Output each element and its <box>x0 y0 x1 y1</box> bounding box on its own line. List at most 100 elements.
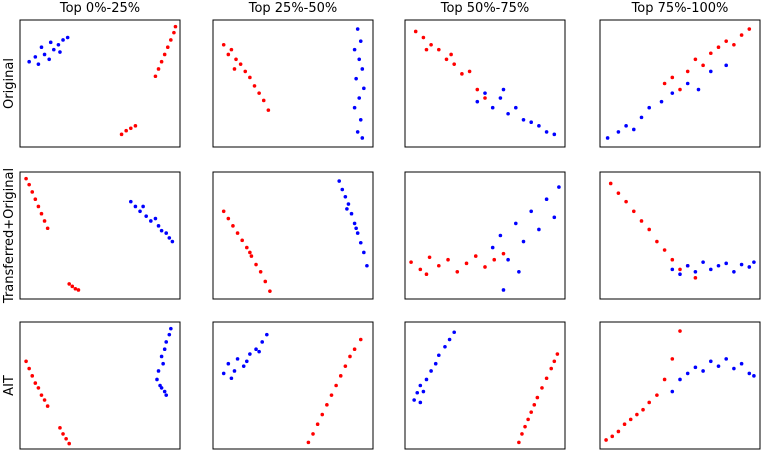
point <box>36 62 41 66</box>
point <box>164 231 169 235</box>
point <box>355 130 360 134</box>
point <box>226 216 231 221</box>
point <box>129 126 133 131</box>
panel-frame <box>599 321 761 450</box>
point <box>260 340 265 344</box>
point <box>552 132 557 137</box>
point <box>549 366 554 371</box>
panel-title: Top 50%-75% <box>440 1 530 16</box>
point <box>334 383 338 388</box>
point <box>315 422 320 427</box>
point <box>685 81 690 86</box>
point <box>245 359 249 364</box>
point <box>337 179 342 183</box>
point <box>258 270 263 274</box>
point <box>639 115 644 120</box>
point <box>678 377 682 382</box>
point <box>514 105 518 110</box>
point <box>161 361 165 366</box>
point <box>429 42 433 47</box>
point <box>365 263 369 268</box>
point <box>747 371 752 376</box>
point <box>33 381 38 385</box>
point <box>266 108 271 112</box>
point <box>153 216 158 221</box>
panel-title: Top 25%-50% <box>248 1 338 16</box>
point <box>164 340 169 344</box>
point <box>535 395 540 400</box>
point <box>447 337 452 342</box>
point <box>605 136 610 140</box>
point <box>641 407 645 412</box>
point <box>167 236 172 240</box>
point <box>33 197 38 201</box>
point <box>552 215 557 220</box>
panel-title: Top 75%-100% <box>631 1 729 16</box>
point <box>252 84 257 88</box>
point <box>360 67 365 71</box>
point <box>724 357 728 361</box>
point <box>514 221 518 226</box>
point <box>537 227 541 232</box>
point <box>362 86 366 91</box>
point <box>490 105 495 110</box>
point <box>170 239 175 244</box>
point <box>616 191 621 195</box>
point <box>249 254 254 258</box>
point <box>418 400 423 405</box>
panel-frame <box>404 321 566 450</box>
point <box>159 354 164 359</box>
point <box>358 39 363 43</box>
point <box>455 270 460 274</box>
point <box>460 72 464 76</box>
point <box>243 69 248 74</box>
point <box>254 262 258 267</box>
point <box>437 263 441 268</box>
point <box>437 353 441 358</box>
point <box>685 263 690 268</box>
point <box>517 270 521 274</box>
point <box>521 118 526 122</box>
point <box>235 357 240 361</box>
point <box>529 410 533 414</box>
point <box>421 389 426 394</box>
point <box>452 62 457 66</box>
point <box>452 330 457 335</box>
point <box>709 359 713 364</box>
point <box>639 219 644 223</box>
point <box>517 440 521 445</box>
point <box>358 240 363 245</box>
point <box>678 272 682 277</box>
point <box>352 47 357 52</box>
point <box>498 233 503 238</box>
point <box>716 364 721 368</box>
point <box>124 128 128 133</box>
point <box>39 45 44 49</box>
point <box>624 124 628 128</box>
point <box>520 432 524 436</box>
point <box>647 227 651 232</box>
point <box>172 30 176 35</box>
point <box>724 261 728 266</box>
point <box>338 374 343 378</box>
point <box>156 67 161 71</box>
point <box>467 69 472 74</box>
point <box>357 96 362 100</box>
point <box>544 130 549 134</box>
row-label: AIT <box>2 375 17 396</box>
point <box>248 75 252 80</box>
point <box>248 250 252 255</box>
point <box>357 57 362 62</box>
point <box>739 33 744 37</box>
point <box>659 99 664 104</box>
point <box>446 257 450 262</box>
point <box>153 74 158 79</box>
point <box>346 202 351 206</box>
point <box>73 286 78 291</box>
point <box>752 374 756 378</box>
point <box>670 267 675 272</box>
point <box>473 254 478 258</box>
point <box>167 332 172 337</box>
point <box>144 214 148 218</box>
